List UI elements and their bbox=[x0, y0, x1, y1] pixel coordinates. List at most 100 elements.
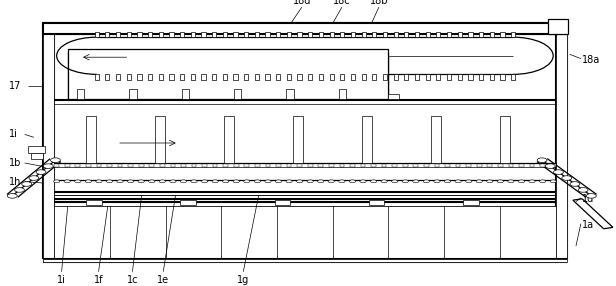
Bar bbox=[148, 74, 152, 80]
Circle shape bbox=[423, 180, 429, 183]
Bar bbox=[371, 164, 376, 167]
Circle shape bbox=[138, 180, 144, 183]
Bar bbox=[127, 74, 131, 80]
Circle shape bbox=[562, 176, 572, 180]
Bar bbox=[286, 89, 294, 99]
Circle shape bbox=[36, 170, 46, 174]
Bar bbox=[458, 74, 462, 80]
Bar bbox=[212, 74, 216, 80]
Bar bbox=[191, 32, 195, 37]
Circle shape bbox=[148, 180, 155, 183]
Text: 1c: 1c bbox=[127, 275, 138, 285]
Bar bbox=[394, 74, 398, 80]
Circle shape bbox=[180, 180, 187, 183]
Bar bbox=[181, 164, 186, 167]
Bar bbox=[500, 74, 505, 80]
Bar bbox=[77, 89, 84, 99]
Bar bbox=[404, 32, 408, 37]
Bar bbox=[426, 74, 430, 80]
Bar bbox=[509, 164, 513, 167]
Bar bbox=[350, 164, 355, 167]
Bar bbox=[415, 32, 419, 37]
Bar bbox=[500, 116, 510, 163]
Bar bbox=[435, 164, 439, 167]
Bar bbox=[340, 74, 344, 80]
Bar bbox=[415, 74, 419, 80]
Bar bbox=[86, 116, 96, 163]
Bar bbox=[362, 116, 372, 163]
Text: 1b: 1b bbox=[9, 158, 22, 168]
Circle shape bbox=[15, 188, 25, 192]
Circle shape bbox=[222, 180, 229, 183]
Bar bbox=[137, 32, 142, 37]
Bar bbox=[351, 32, 355, 37]
Bar bbox=[150, 164, 154, 167]
Bar bbox=[318, 164, 323, 167]
Circle shape bbox=[22, 182, 31, 186]
Circle shape bbox=[537, 158, 547, 162]
Circle shape bbox=[554, 170, 564, 174]
Bar bbox=[128, 164, 133, 167]
Bar bbox=[351, 74, 355, 80]
Bar bbox=[213, 164, 217, 167]
Bar bbox=[319, 32, 323, 37]
Circle shape bbox=[381, 180, 387, 183]
Bar bbox=[265, 32, 270, 37]
Bar bbox=[431, 116, 441, 163]
Bar bbox=[75, 164, 80, 167]
Bar bbox=[382, 164, 386, 167]
Circle shape bbox=[519, 180, 525, 183]
Bar bbox=[500, 32, 505, 37]
Bar bbox=[95, 74, 99, 80]
Circle shape bbox=[392, 180, 398, 183]
Bar bbox=[511, 32, 515, 37]
Bar bbox=[234, 89, 241, 99]
Circle shape bbox=[550, 180, 556, 183]
Bar bbox=[233, 32, 238, 37]
Bar bbox=[159, 74, 163, 80]
Text: 1h: 1h bbox=[9, 177, 22, 186]
Bar bbox=[224, 164, 228, 167]
Bar bbox=[28, 146, 45, 153]
Bar bbox=[265, 164, 270, 167]
Text: 18d: 18d bbox=[293, 0, 311, 6]
Bar bbox=[116, 32, 120, 37]
Bar bbox=[330, 32, 334, 37]
Text: 18a: 18a bbox=[582, 55, 601, 65]
Circle shape bbox=[307, 180, 314, 183]
Bar bbox=[182, 89, 189, 99]
Bar bbox=[447, 32, 451, 37]
Circle shape bbox=[586, 194, 596, 198]
Bar bbox=[319, 74, 323, 80]
Bar bbox=[105, 74, 110, 80]
Circle shape bbox=[201, 180, 208, 183]
Bar bbox=[372, 32, 376, 37]
Bar bbox=[43, 259, 567, 262]
Bar bbox=[383, 74, 387, 80]
Text: 18c: 18c bbox=[333, 0, 351, 6]
Bar bbox=[191, 74, 195, 80]
Bar bbox=[548, 19, 568, 34]
Bar bbox=[287, 32, 291, 37]
Bar bbox=[265, 74, 270, 80]
Bar bbox=[426, 32, 430, 37]
Circle shape bbox=[508, 180, 514, 183]
Bar bbox=[498, 164, 503, 167]
Bar bbox=[458, 32, 462, 37]
Bar bbox=[180, 200, 196, 205]
Bar bbox=[86, 200, 102, 205]
Bar bbox=[339, 164, 344, 167]
Bar bbox=[148, 32, 152, 37]
Bar bbox=[468, 32, 472, 37]
Bar bbox=[202, 164, 207, 167]
Bar bbox=[223, 74, 227, 80]
Bar bbox=[127, 32, 131, 37]
Circle shape bbox=[254, 180, 261, 183]
Bar bbox=[171, 164, 175, 167]
Circle shape bbox=[578, 188, 588, 192]
Circle shape bbox=[191, 180, 197, 183]
Bar bbox=[394, 32, 398, 37]
Bar bbox=[369, 200, 384, 205]
Bar bbox=[137, 74, 142, 80]
Bar bbox=[129, 89, 137, 99]
